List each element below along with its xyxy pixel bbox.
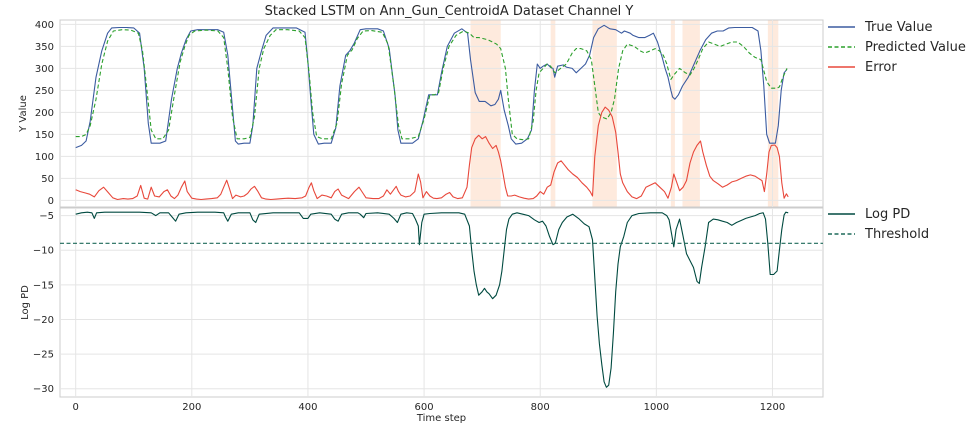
y-tick-label: −20 bbox=[33, 315, 54, 326]
series-line-error bbox=[75, 106, 789, 201]
anomaly-span bbox=[767, 20, 779, 207]
series-line-predicted-value bbox=[75, 29, 788, 141]
y-tick-label: 400 bbox=[35, 20, 54, 31]
x-tick-label: 1000 bbox=[644, 402, 669, 413]
y-tick-label: 0 bbox=[48, 196, 54, 207]
bottom-plot-area bbox=[59, 207, 824, 398]
bottom-y-tick-labels: −5 −10 −15 −20 −25 −30 bbox=[33, 211, 54, 395]
y-tick-label: −15 bbox=[33, 280, 54, 291]
legend-label: Predicted Value bbox=[865, 40, 966, 55]
top-y-tick-labels: 0 50 100 150 200 250 300 350 400 bbox=[35, 20, 54, 207]
anomaly-span bbox=[670, 20, 675, 207]
bottom-y-axis-label: Log PD bbox=[20, 285, 31, 320]
anomaly-span bbox=[592, 20, 617, 207]
x-tick-label: 0 bbox=[72, 402, 78, 413]
legend-label: Threshold bbox=[864, 227, 929, 242]
x-tick-labels: 0 200 400 600 800 1000 1200 bbox=[72, 402, 785, 413]
legend-label: True Value bbox=[864, 20, 932, 35]
top-plot-area bbox=[59, 19, 824, 208]
y-tick-label: 150 bbox=[35, 130, 54, 141]
y-tick-label: 200 bbox=[35, 108, 54, 119]
bottom-series bbox=[60, 211, 823, 388]
chart-title: Stacked LSTM on Ann_Gun_CentroidA Datase… bbox=[265, 4, 634, 19]
x-tick-label: 800 bbox=[531, 402, 550, 413]
y-tick-label: −5 bbox=[39, 211, 54, 222]
top-series bbox=[75, 24, 789, 201]
bottom-panel: −5−10−15−20−25−30 0 200 400 600 800 1000 1200 … bbox=[20, 207, 824, 424]
series-line-true-value bbox=[75, 24, 788, 149]
bottom-grid bbox=[60, 208, 823, 397]
y-tick-label: −10 bbox=[33, 246, 54, 257]
top-y-axis-label: Y Value bbox=[18, 95, 29, 133]
y-tick-label: −30 bbox=[33, 384, 54, 395]
legend-label: Error bbox=[865, 60, 897, 75]
anomaly-span bbox=[682, 20, 700, 207]
y-tick-label: 50 bbox=[41, 174, 54, 185]
x-tick-label: 200 bbox=[182, 402, 201, 413]
y-tick-label: 250 bbox=[35, 86, 54, 97]
anomaly-span bbox=[550, 20, 556, 207]
y-tick-label: 300 bbox=[35, 64, 54, 75]
bottom-legend: Log PD Threshold bbox=[828, 207, 929, 242]
x-tick-label: 400 bbox=[298, 402, 317, 413]
anomaly-span bbox=[470, 20, 501, 207]
series-line-log-pd bbox=[75, 211, 789, 388]
top-panel: 0 50 100 150 200 250 300 350 400 Y Value bbox=[18, 19, 824, 208]
top-grid bbox=[60, 20, 823, 207]
x-tick-label: 1200 bbox=[760, 402, 785, 413]
x-tick-label: 600 bbox=[415, 402, 434, 413]
legend-label: Log PD bbox=[865, 207, 910, 222]
y-tick-label: 350 bbox=[35, 42, 54, 53]
top-legend: True Value Predicted Value Error bbox=[828, 20, 966, 75]
anomaly-spans bbox=[470, 20, 779, 207]
x-axis-label: Time step bbox=[416, 413, 466, 424]
y-tick-label: 100 bbox=[35, 152, 54, 163]
y-tick-label: −25 bbox=[33, 350, 54, 361]
